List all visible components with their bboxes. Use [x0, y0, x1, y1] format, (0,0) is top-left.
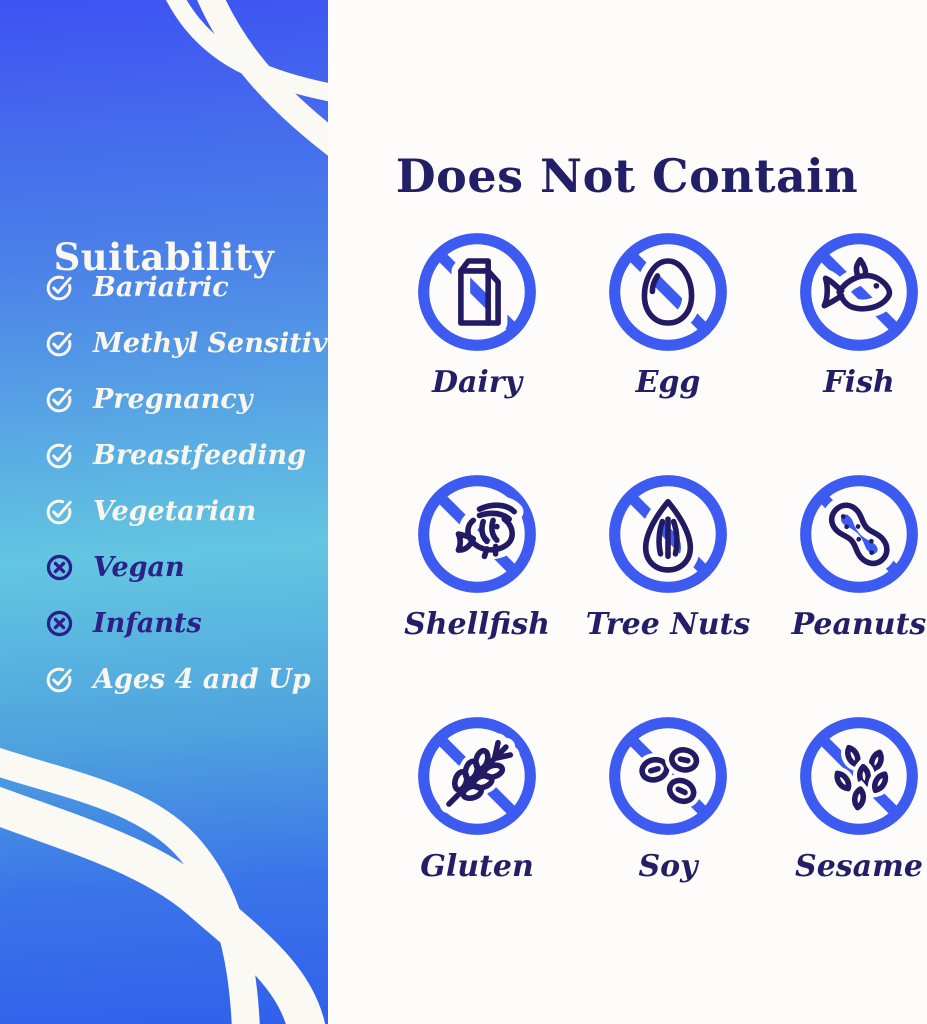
suitability-label: Pregnancy [93, 384, 253, 415]
allergen-label: Fish [823, 365, 895, 400]
wheat-icon [439, 733, 520, 814]
suitability-item-methyl-sensitive: Methyl Sensitive [44, 328, 328, 359]
allergen-cell-sesame: Sesame [779, 714, 927, 892]
top-swoosh-decoration [166, 0, 328, 156]
no-sesame-icon [800, 717, 918, 835]
bottom-swoosh-decoration [0, 747, 326, 1024]
shrimp-icon [449, 495, 524, 560]
no-peanuts-icon [800, 475, 918, 593]
does-not-contain-section: Does Not Contain Dairy [328, 0, 927, 1024]
allergen-cell-egg: Egg [588, 230, 748, 408]
check-circle-icon [46, 331, 72, 357]
no-gluten-icon [418, 717, 536, 835]
no-fish-icon [800, 233, 918, 351]
fish-icon [814, 250, 899, 319]
allergen-cell-fish: Fish [779, 230, 927, 408]
prohibition-circle [418, 233, 536, 351]
check-circle-icon [46, 443, 72, 469]
no-shellfish-icon [418, 475, 536, 593]
suitability-sidebar: Suitability Bariatric Methyl Sensitive [0, 0, 328, 1024]
allergen-label: Soy [638, 849, 698, 884]
peanut-icon [822, 495, 897, 573]
suitability-label: Bariatric [93, 272, 229, 303]
prohibition-circle [418, 475, 536, 593]
prohibition-circle [800, 475, 918, 593]
prohibition-circle [609, 233, 727, 351]
allergen-cell-gluten: Gluten [397, 714, 557, 892]
suitability-item-pregnancy: Pregnancy [44, 384, 328, 415]
suitability-label: Vegan [93, 552, 185, 583]
allergen-cell-shellfish: Shellfish [397, 472, 557, 650]
allergen-label: Shellfish [404, 607, 550, 642]
suitability-heading: Suitability [53, 234, 275, 279]
suitability-item-vegan: Vegan [44, 552, 328, 583]
suitability-label: Breastfeeding [93, 440, 307, 471]
suitability-label: Methyl Sensitive [93, 328, 328, 359]
allergen-label: Tree Nuts [585, 607, 751, 642]
suitability-item-infants: Infants [44, 608, 328, 639]
prohibition-slash [817, 250, 901, 334]
no-egg-icon [609, 233, 727, 351]
sesame-seeds-icon [830, 739, 893, 817]
almond-icon [636, 492, 700, 580]
prohibition-circle [418, 717, 536, 835]
allergen-label: Gluten [420, 849, 534, 884]
allergen-cell-soy: Soy [588, 714, 748, 892]
suitability-list: Bariatric Methyl Sensitive Pregnancy [44, 272, 328, 720]
no-tree-nuts-icon [609, 475, 727, 593]
allergen-grid: Dairy Egg [397, 230, 927, 892]
cross-circle-icon [46, 610, 73, 637]
soybean-icon [635, 743, 704, 809]
check-circle-icon [46, 499, 72, 525]
allergen-cell-dairy: Dairy [397, 230, 557, 408]
allergen-label: Egg [635, 365, 701, 400]
suitability-label: Infants [93, 608, 202, 639]
does-not-contain-title: Does Not Contain [395, 148, 859, 203]
cross-circle-icon [46, 554, 73, 581]
prohibition-circle [609, 475, 727, 593]
no-soy-icon [609, 717, 727, 835]
suitability-label: Ages 4 and Up [93, 664, 311, 695]
allergen-cell-peanuts: Peanuts [779, 472, 927, 650]
check-circle-icon [46, 667, 72, 693]
allergen-label: Peanuts [791, 607, 927, 642]
allergen-label: Sesame [795, 849, 923, 884]
suitability-item-bariatric: Bariatric [44, 272, 328, 303]
suitability-item-breastfeeding: Breastfeeding [44, 440, 328, 471]
check-circle-icon [46, 387, 72, 413]
milk-carton-icon [451, 251, 508, 333]
suitability-item-ages-4-and-up: Ages 4 and Up [44, 664, 328, 695]
prohibition-circle [609, 717, 727, 835]
allergen-cell-tree-nuts: Tree Nuts [585, 472, 751, 650]
prohibition-circle [800, 233, 918, 351]
check-circle-icon [46, 275, 72, 301]
allergen-label: Dairy [431, 365, 523, 400]
egg-icon [635, 251, 701, 333]
no-dairy-icon [418, 233, 536, 351]
suitability-label: Vegetarian [93, 496, 257, 527]
suitability-item-vegetarian: Vegetarian [44, 496, 328, 527]
prohibition-circle [800, 717, 918, 835]
